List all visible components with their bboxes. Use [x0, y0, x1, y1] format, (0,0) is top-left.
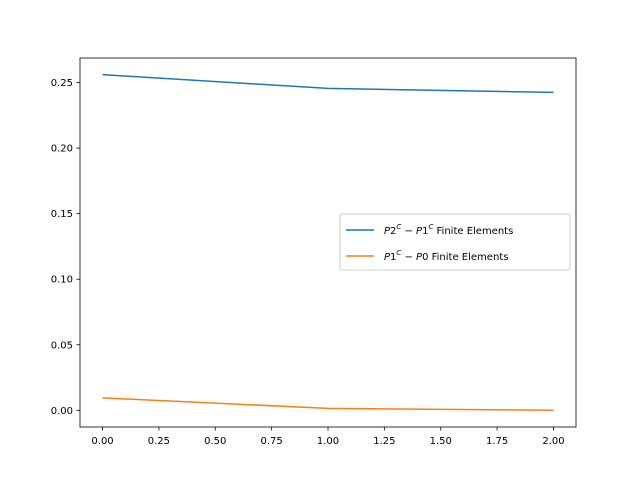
plot-frame	[79, 57, 577, 428]
y-tick-label: 0.20	[51, 144, 73, 155]
x-tick-label: 0.50	[204, 436, 226, 447]
x-tick-label: 0.00	[91, 436, 113, 447]
y-tick-label: 0.00	[51, 406, 73, 417]
y-tick-label: 0.05	[51, 340, 73, 351]
legend-label-series-0: P2C − P1C Finite Elements	[384, 223, 513, 237]
x-tick-label: 0.75	[261, 436, 283, 447]
y-axis-ticks: 0.00 0.05 0.10 0.15 0.20 0.25	[51, 78, 80, 417]
series-line-0	[102, 73, 554, 94]
legend-label-series-1: P1C − P0 Finite Elements	[384, 249, 508, 263]
x-axis-ticks: 0.00 0.25 0.50 0.75 1.00 1.25 1.50 1.75 2.00	[91, 427, 565, 447]
x-tick-label: 1.75	[486, 436, 508, 447]
x-tick-label: 0.25	[148, 436, 170, 447]
series-line-1	[102, 397, 554, 411]
legend-box	[339, 213, 571, 271]
x-tick-label: 1.00	[317, 436, 339, 447]
x-tick-label: 2.00	[542, 436, 564, 447]
x-tick-label: 1.50	[430, 436, 452, 447]
y-tick-label: 0.15	[51, 209, 73, 220]
series-layer	[102, 73, 554, 411]
legend: P2C − P1C Finite Elements P1C − P0 Finit…	[339, 213, 571, 271]
y-tick-label: 0.10	[51, 275, 73, 286]
y-tick-label: 0.25	[51, 78, 73, 89]
x-tick-label: 1.25	[373, 436, 395, 447]
